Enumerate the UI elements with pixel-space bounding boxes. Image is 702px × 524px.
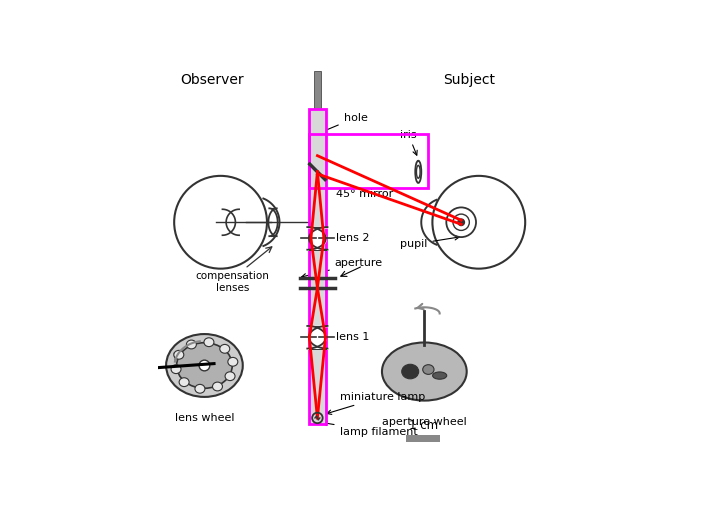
Bar: [314, 71, 321, 111]
Text: Observer: Observer: [180, 73, 244, 87]
Bar: [309, 110, 326, 424]
Ellipse shape: [432, 372, 446, 379]
Ellipse shape: [423, 365, 434, 374]
Text: lens 1: lens 1: [336, 332, 370, 342]
Text: aperture wheel: aperture wheel: [382, 417, 467, 427]
Text: Subject: Subject: [443, 73, 495, 87]
Circle shape: [458, 219, 465, 225]
Ellipse shape: [204, 338, 214, 346]
Text: lamp filament: lamp filament: [323, 421, 418, 437]
Text: hole: hole: [321, 113, 368, 133]
Text: 45° mirror: 45° mirror: [336, 189, 393, 199]
Ellipse shape: [171, 365, 181, 374]
Text: miniature lamp: miniature lamp: [327, 392, 425, 414]
Ellipse shape: [402, 364, 418, 379]
Ellipse shape: [174, 351, 184, 359]
Text: pupil: pupil: [400, 235, 459, 249]
Ellipse shape: [187, 340, 197, 349]
Ellipse shape: [195, 385, 205, 393]
Ellipse shape: [225, 372, 235, 380]
Text: lens 2: lens 2: [336, 233, 370, 243]
Ellipse shape: [382, 343, 467, 400]
Ellipse shape: [177, 343, 232, 388]
Text: compensation
lenses: compensation lenses: [196, 271, 270, 293]
Ellipse shape: [213, 382, 223, 391]
Ellipse shape: [179, 378, 189, 387]
Text: 1 cm: 1 cm: [409, 419, 438, 432]
Circle shape: [199, 360, 210, 371]
Ellipse shape: [228, 357, 238, 366]
Ellipse shape: [220, 344, 230, 353]
Text: iris: iris: [400, 129, 417, 155]
Bar: [309, 134, 428, 188]
Bar: [406, 435, 440, 442]
Text: aperture: aperture: [302, 258, 383, 278]
Text: lens wheel: lens wheel: [175, 413, 234, 423]
Ellipse shape: [166, 334, 243, 397]
